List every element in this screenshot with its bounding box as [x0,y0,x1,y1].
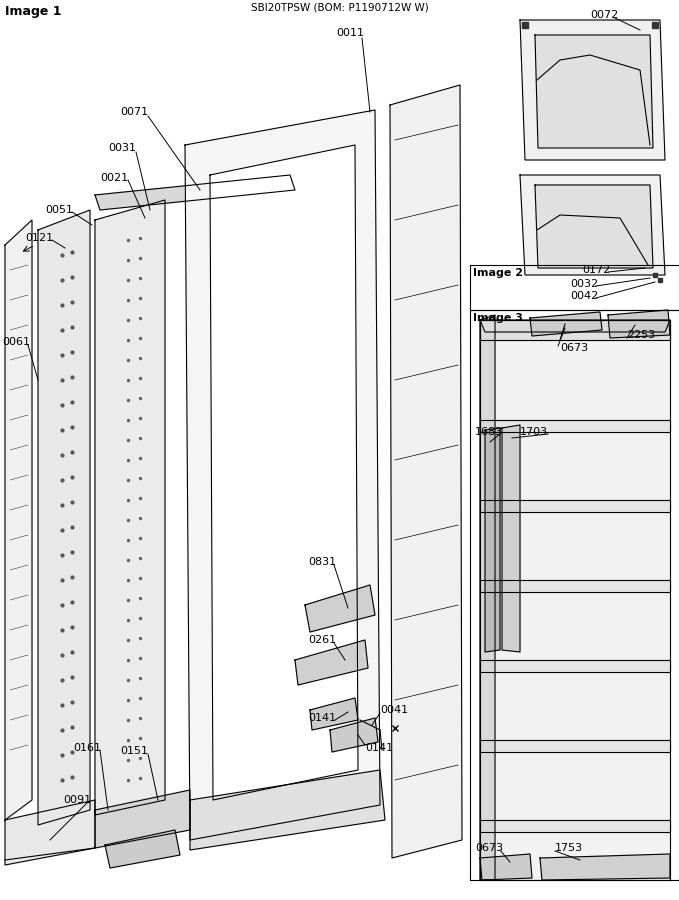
Polygon shape [210,145,358,800]
Polygon shape [105,830,180,868]
Polygon shape [480,320,670,332]
Text: 0041: 0041 [380,705,408,715]
Polygon shape [5,800,95,865]
Polygon shape [480,740,670,752]
Polygon shape [520,20,665,160]
Polygon shape [95,200,165,815]
Text: 0673: 0673 [560,343,588,353]
Polygon shape [38,210,90,825]
Text: 1753: 1753 [555,843,583,853]
Polygon shape [535,35,653,148]
Polygon shape [480,820,670,832]
Polygon shape [480,854,532,880]
Text: SBI20TPSW (BOM: P1190712W W): SBI20TPSW (BOM: P1190712W W) [251,3,429,13]
Text: 0042: 0042 [570,291,598,301]
Polygon shape [330,718,378,752]
Text: 0151: 0151 [120,746,148,756]
Polygon shape [480,420,670,432]
Polygon shape [480,660,670,672]
Text: 0071: 0071 [120,107,148,117]
Text: 1683: 1683 [475,427,503,437]
Polygon shape [5,220,32,820]
Text: 0831: 0831 [308,557,336,567]
Text: 0091: 0091 [63,795,91,805]
Text: 2253: 2253 [627,330,655,340]
Text: 0021: 0021 [100,173,128,183]
Text: 0141: 0141 [308,713,336,723]
Polygon shape [480,315,495,880]
Text: Image 1: Image 1 [5,5,62,19]
Text: 0161: 0161 [73,743,101,753]
Polygon shape [480,580,670,592]
Polygon shape [95,175,295,210]
Text: 0032: 0032 [570,279,598,289]
Polygon shape [310,698,358,730]
Polygon shape [540,854,670,880]
Polygon shape [480,320,670,340]
Polygon shape [530,312,602,336]
Polygon shape [190,770,385,850]
Text: 0673: 0673 [475,843,503,853]
Polygon shape [535,185,653,268]
Polygon shape [520,175,665,275]
Polygon shape [305,585,375,632]
Text: 0011: 0011 [336,28,364,38]
Polygon shape [295,640,368,685]
Polygon shape [485,428,500,652]
Text: 0261: 0261 [308,635,336,645]
Polygon shape [480,320,670,880]
Polygon shape [502,425,520,652]
Text: 0072: 0072 [590,10,619,20]
Text: 0061: 0061 [2,337,30,347]
Text: 0051: 0051 [45,205,73,215]
Text: 0172: 0172 [582,265,610,275]
Text: Image 2: Image 2 [473,268,523,278]
Text: 0121: 0121 [25,233,53,243]
Polygon shape [95,790,190,848]
Polygon shape [185,110,380,840]
Polygon shape [608,310,670,338]
Text: 1703: 1703 [520,427,548,437]
Polygon shape [480,500,670,512]
Text: 0031: 0031 [108,143,136,153]
Text: 0141: 0141 [365,743,393,753]
Polygon shape [390,85,462,858]
Text: Image 3: Image 3 [473,313,523,323]
